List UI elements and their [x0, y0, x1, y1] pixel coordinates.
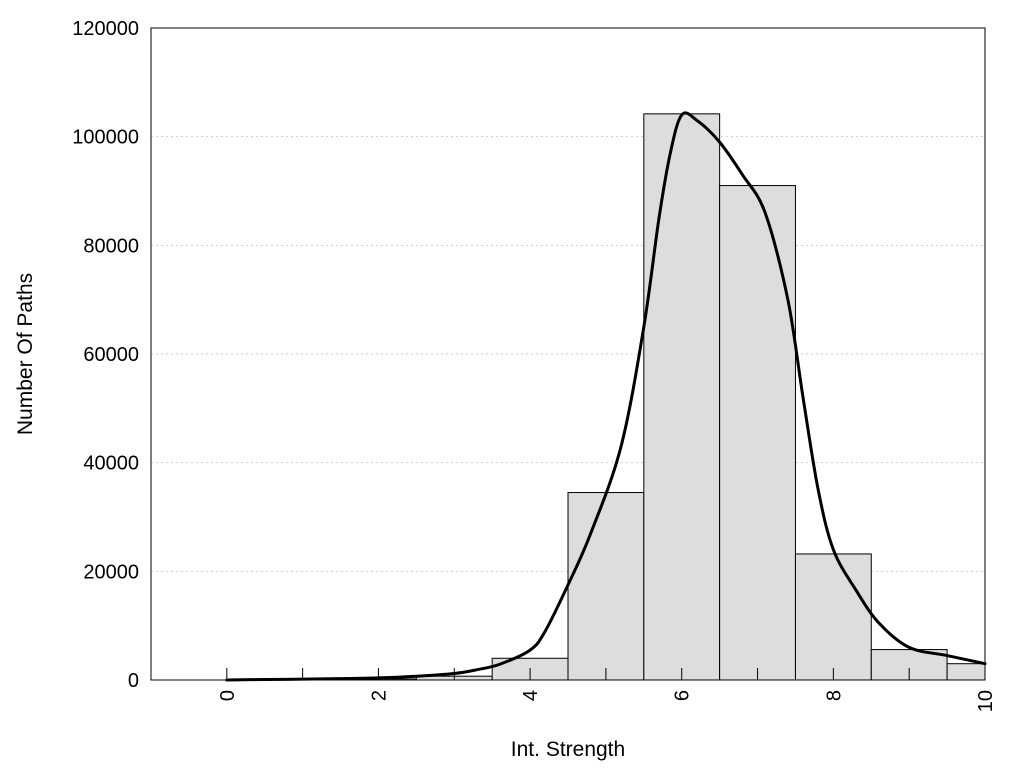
fit-curve-0	[225, 111, 987, 682]
y-tick-label-1: 20000	[83, 561, 139, 583]
y-axis-label: Number Of Paths	[14, 273, 37, 435]
y-tick-label-4: 80000	[83, 235, 139, 257]
x-axis-label: Int. Strength	[511, 738, 625, 761]
x-tick-label-4: 8	[823, 690, 845, 701]
bar-10	[946, 663, 986, 681]
bars	[264, 113, 986, 681]
x-tick-label-5: 10	[975, 690, 997, 712]
x-tick-label-1: 2	[368, 690, 390, 701]
bar-6	[643, 113, 721, 681]
plot-frame	[150, 27, 986, 681]
y-tick-label-0: 0	[128, 670, 139, 692]
axis-ticks: 0 20000 40000 60000 80000 100000 120000 0 2 4 6 8 10	[72, 18, 997, 712]
y-tick-label-6: 120000	[72, 18, 139, 40]
y-tick-label-5: 100000	[72, 127, 139, 149]
bar-7	[719, 185, 796, 681]
fit-curve-layer	[225, 111, 987, 682]
bar-8	[794, 553, 872, 681]
y-tick-label-2: 40000	[83, 453, 139, 475]
bar-5	[567, 492, 645, 681]
x-tick-label-2: 4	[520, 690, 542, 701]
y-tick-label-3: 60000	[83, 344, 139, 366]
x-tick-label-3: 6	[672, 690, 694, 701]
x-tick-label-0: 0	[217, 690, 239, 701]
